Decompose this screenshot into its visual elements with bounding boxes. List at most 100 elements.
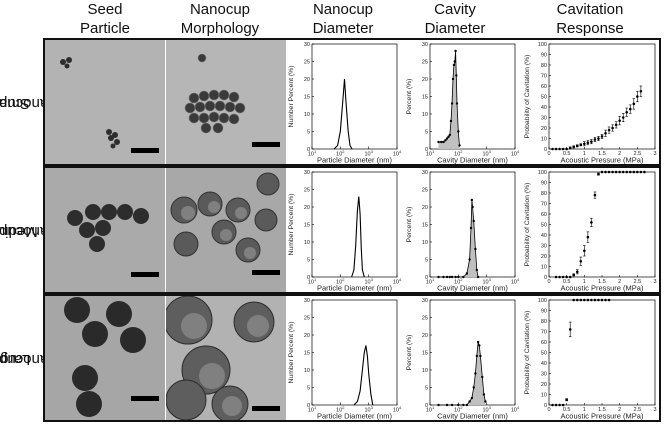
data-point	[450, 102, 454, 105]
x-axis-label: Particle Diameter (nm)	[317, 284, 393, 293]
chart-medium-cavity: 0 5 10 15 20 25 30 101 102 103 104 Cavity Diameter …	[405, 168, 520, 293]
y-tick-label: 0	[425, 275, 428, 281]
data-point	[558, 147, 561, 151]
data-point	[607, 298, 611, 302]
y-tick-label: 15	[304, 223, 310, 229]
y-tick-label: 0	[307, 403, 310, 409]
data-point	[561, 147, 565, 151]
data-point	[600, 298, 604, 302]
y-axis-label: Number Percent (%)	[288, 322, 295, 384]
scale-bar	[252, 142, 280, 147]
x-axis-label: Cavity Diameter (nm)	[437, 284, 508, 293]
x-tick-label: 101	[426, 149, 435, 158]
y-tick-label: 5	[425, 130, 428, 136]
series-line	[353, 345, 374, 406]
y-tick-label: 90	[541, 181, 547, 187]
data-point	[600, 135, 604, 138]
y-tick-label: 25	[304, 188, 310, 194]
data-point	[586, 141, 590, 144]
tem-morph-medium	[166, 168, 286, 292]
y-axis-label: Number Percent (%)	[288, 194, 295, 256]
data-point	[444, 139, 447, 142]
chart-small-cavity: 0 5 10 15 20 25 30 101 102 103 104 Cavity Diameter …	[405, 40, 520, 165]
plot-frame	[429, 43, 516, 150]
chart-large-cavity: 0 5 10 15 20 25 30 101 102 103 104 Cavity Diameter …	[405, 296, 520, 421]
y-tick-label: 0	[544, 275, 547, 281]
x-tick-label: 104	[511, 405, 520, 414]
y-tick-label: 90	[541, 309, 547, 315]
y-tick-label: 25	[304, 316, 310, 322]
x-tick-label: 0	[547, 279, 550, 285]
chart-large-diameter: 0 5 10 15 20 25 30 101 102 103 104 Particle Diamete…	[287, 296, 402, 421]
data-point	[639, 170, 643, 174]
y-tick-label: 30	[304, 42, 310, 48]
x-tick-label: 3	[653, 151, 656, 157]
x-tick-label: 0.5	[563, 279, 571, 285]
data-point	[478, 344, 481, 347]
y-tick-label: 20	[304, 333, 310, 339]
x-tick-label: 103	[364, 149, 373, 158]
y-axis-label: Number Percent (%)	[288, 66, 295, 128]
y-tick-label: 100	[538, 170, 547, 176]
data-point	[465, 272, 469, 275]
data-point	[472, 386, 475, 389]
y-tick-label: 5	[307, 130, 310, 136]
data-point	[597, 172, 600, 176]
plot-frame	[548, 43, 656, 150]
data-point	[583, 142, 586, 146]
y-axis-label: Percent (%)	[406, 335, 413, 371]
y-tick-label: 20	[422, 77, 428, 83]
y-tick-label: 15	[304, 351, 310, 357]
data-point	[558, 403, 561, 407]
header-cav-line1: Cavitation	[556, 1, 624, 18]
y-tick-label: 10	[304, 368, 310, 374]
tem-seed-large-image	[64, 297, 159, 417]
data-point	[611, 170, 614, 174]
data-point	[583, 249, 586, 253]
x-tick-label: 1	[583, 279, 586, 285]
data-point	[628, 170, 632, 174]
data-point	[462, 275, 465, 279]
data-point	[632, 102, 636, 106]
data-point	[618, 119, 621, 122]
data-point	[614, 170, 618, 174]
data-point	[586, 235, 590, 239]
y-tick-label: 20	[304, 205, 310, 211]
data-point	[475, 268, 479, 272]
y-tick-label: 40	[541, 105, 547, 111]
x-tick-label: 103	[482, 149, 491, 158]
data-point	[453, 60, 456, 63]
y-tick-label: 15	[422, 95, 428, 101]
data-point	[590, 140, 593, 143]
y-axis-label: Probability of Cavitation (%)	[524, 55, 531, 139]
data-point	[469, 226, 473, 230]
data-point	[618, 170, 621, 174]
data-point	[440, 140, 443, 144]
chart-medium-cavitation-svg: 0 10 20 30 40 50 60 70 80 90 100 0 0.5 1 1.5 2 2.5 3 Acous…	[524, 170, 657, 293]
y-tick-label: 30	[541, 244, 547, 250]
data-point	[474, 247, 477, 251]
data-point	[455, 74, 458, 77]
series-line	[351, 196, 365, 278]
y-tick-label: 20	[422, 333, 428, 339]
data-point	[565, 275, 568, 279]
header-cavity-line1: Cavity	[434, 1, 476, 18]
data-point	[470, 198, 474, 202]
data-point	[590, 221, 593, 224]
row-label-medium: MediumNanocup	[0, 168, 59, 293]
x-axis-label: Acoustic Pressure (MPa)	[561, 284, 644, 293]
data-point	[457, 403, 460, 407]
tem-seed-large	[45, 296, 165, 420]
y-tick-label: 5	[307, 258, 310, 264]
data-point	[607, 128, 611, 132]
tem-morph-small	[166, 40, 286, 164]
y-tick-label: 20	[541, 126, 547, 132]
data-point	[568, 146, 572, 150]
data-point	[445, 137, 449, 140]
data-point	[476, 340, 480, 344]
data-point	[561, 275, 565, 279]
data-point	[475, 354, 479, 358]
